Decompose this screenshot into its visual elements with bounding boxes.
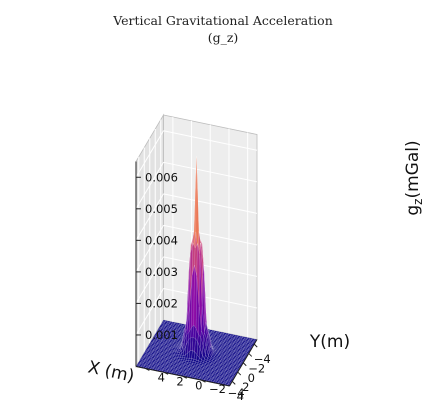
- chart-title: Vertical Gravitational Acceleration: [112, 13, 333, 28]
- y-tick-label: −2: [209, 382, 226, 396]
- z-axis-label-symbol: g: [403, 205, 423, 216]
- z-tick-label: 0.004: [145, 233, 178, 247]
- x-tick: [254, 344, 257, 347]
- x-tick: [243, 363, 246, 366]
- z-axis-label-unit: (mGal): [403, 140, 423, 198]
- z-tick-label: 0.005: [145, 202, 178, 216]
- x-tick: [238, 372, 241, 375]
- y-tick-label: −4: [228, 386, 245, 400]
- x-tick: [232, 381, 235, 384]
- y-tick-label: 2: [176, 374, 183, 388]
- chart-subtitle: (g_z): [208, 30, 239, 45]
- z-tick-label: 0.006: [145, 170, 178, 184]
- z-tick-label: 0.003: [145, 265, 178, 279]
- z-tick-label: 0.002: [145, 296, 178, 310]
- z-axis-label: gz(mGal): [403, 140, 425, 215]
- y-axis-label: Y(m): [309, 332, 350, 352]
- z-tick-label: 0.001: [145, 328, 178, 342]
- x-tick: [249, 353, 252, 356]
- y-tick-label: 4: [158, 370, 165, 384]
- y-tick-label: 0: [195, 378, 202, 392]
- x-axis-label: X (m): [86, 357, 136, 386]
